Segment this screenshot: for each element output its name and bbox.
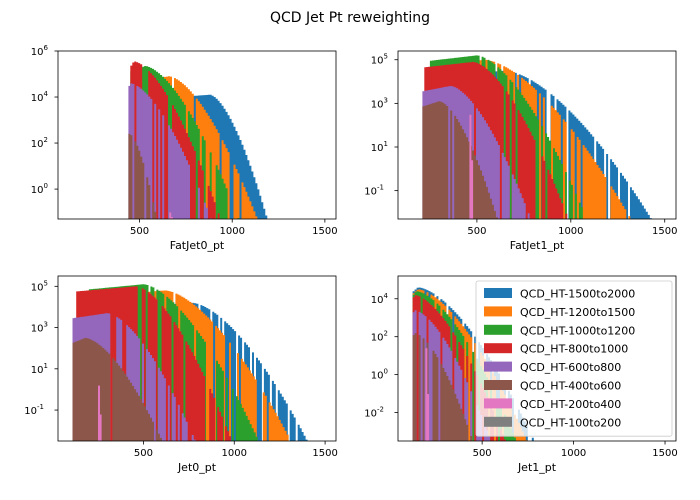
histogram-QCD_HT-200to400 — [169, 212, 173, 219]
x-tick-label: 1500 — [652, 226, 677, 237]
legend: QCD_HT-1500to2000 QCD_HT-1200to1500 QCD_HT… — [475, 280, 673, 437]
x-axis-label: FatJet0_pt — [170, 239, 225, 252]
histogram-QCD_HT-400to600 — [128, 133, 157, 219]
x-tick-label: 1000 — [219, 226, 244, 237]
axes-frame — [57, 50, 337, 220]
legend-swatch — [484, 380, 512, 390]
x-axis-label: Jet0_pt — [177, 461, 217, 474]
histogram-QCD_HT-600to800 — [412, 310, 491, 441]
x-tick-label: 1000 — [558, 226, 583, 237]
legend-swatch — [484, 306, 512, 317]
plot-area — [128, 61, 268, 219]
axes-frame — [57, 275, 337, 442]
legend-label: QCD_HT-1000to1200 — [520, 324, 635, 337]
legend-swatch — [484, 416, 512, 427]
axes-frame — [397, 275, 677, 442]
x-tick-label: 1500 — [312, 226, 337, 237]
histogram-QCD_HT-200to400 — [98, 385, 102, 441]
legend-label: QCD_HT-600to800 — [520, 361, 621, 374]
histogram-QCD_HT-400to600 — [72, 337, 162, 441]
legend-label: QCD_HT-1200to1500 — [520, 306, 635, 319]
legend-swatch — [484, 288, 512, 298]
x-tick-label: 1000 — [222, 448, 247, 459]
legend-swatch — [484, 361, 512, 372]
legend-box — [475, 280, 673, 437]
x-tick-label: 1500 — [312, 448, 337, 459]
plot-area — [422, 55, 652, 219]
legend-label: QCD_HT-800to1000 — [520, 343, 628, 356]
x-tick-label: 500 — [473, 448, 492, 459]
legend-swatch — [484, 343, 512, 354]
legend-swatch — [484, 324, 512, 335]
legend-swatch — [484, 398, 512, 409]
x-tick-label: 500 — [130, 226, 149, 237]
x-tick-label: 1000 — [561, 448, 586, 459]
legend-label: QCD_HT-200to400 — [520, 398, 621, 411]
histogram-QCD_HT-200to400 — [469, 114, 474, 219]
x-axis-label: Jet1_pt — [517, 461, 557, 474]
x-tick-label: 1500 — [652, 448, 677, 459]
x-tick-label: 500 — [134, 448, 153, 459]
histogram-QCD_HT-400to600 — [422, 101, 498, 219]
histogram-QCD_HT-200to400 — [425, 348, 430, 441]
legend-label: QCD_HT-100to200 — [520, 416, 621, 429]
legend-label: QCD_HT-400to600 — [520, 380, 621, 393]
histogram-QCD_HT-600to800 — [422, 86, 532, 219]
x-axis-label: FatJet1_pt — [510, 239, 565, 252]
axes-frame — [397, 50, 677, 220]
figure-title: QCD Jet Pt reweighting — [270, 10, 430, 26]
plot-area — [72, 284, 308, 441]
legend-label: QCD_HT-1500to2000 — [520, 288, 635, 301]
x-tick-label: 500 — [467, 226, 486, 237]
